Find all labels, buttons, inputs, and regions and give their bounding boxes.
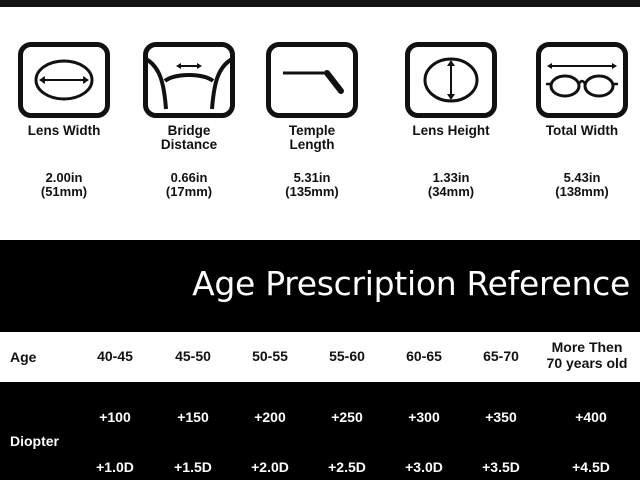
diopter-d-cell: +3.0D bbox=[405, 459, 443, 475]
diopter-cell: +300 bbox=[408, 409, 440, 425]
diopter-d-cell: +3.5D bbox=[482, 459, 520, 475]
measurement-label: Lens Width bbox=[27, 123, 101, 138]
diopter-cell: +400 bbox=[575, 409, 607, 425]
age-cell: 55-60 bbox=[329, 348, 365, 364]
measurement-lens-height: Lens Height 1.33in (34mm) bbox=[387, 7, 515, 240]
measurement-value: 5.31in (135mm) bbox=[285, 170, 339, 199]
age-cell: 65-70 bbox=[483, 348, 519, 364]
age-cell: 40-45 bbox=[97, 348, 133, 364]
section-title: Age Prescription Reference bbox=[192, 264, 630, 303]
diopter-d-cell: +2.5D bbox=[328, 459, 366, 475]
measurement-total-width: Total Width 5.43in (138mm) bbox=[518, 7, 640, 240]
age-row-header: Age bbox=[10, 349, 37, 365]
diopter-cell: +200 bbox=[254, 409, 286, 425]
measurement-label: Bridge Distance bbox=[160, 123, 218, 152]
measurement-bridge-distance: Bridge Distance 0.66in (17mm) bbox=[125, 7, 253, 240]
diopter-row-header: Diopter bbox=[10, 433, 59, 449]
diopter-cell: +150 bbox=[177, 409, 209, 425]
age-cell: 50-55 bbox=[252, 348, 288, 364]
diopter-d-cell: +2.0D bbox=[251, 459, 289, 475]
age-cell: 60-65 bbox=[406, 348, 442, 364]
total-width-icon bbox=[536, 42, 628, 118]
age-cell: More Then 70 years old bbox=[546, 339, 628, 371]
top-bar bbox=[0, 0, 640, 7]
measurement-row: Lens Width 2.00in (51mm) Bridge Distance 0… bbox=[0, 7, 640, 240]
diopter-cell: +350 bbox=[485, 409, 517, 425]
measurement-value: 5.43in (138mm) bbox=[555, 170, 609, 199]
age-cell: 45-50 bbox=[175, 348, 211, 364]
diopter-d-cell: +4.5D bbox=[572, 459, 610, 475]
measurement-temple-length: Temple Length 5.31in (135mm) bbox=[248, 7, 376, 240]
measurement-value: 0.66in (17mm) bbox=[165, 170, 213, 199]
measurement-label: Lens Height bbox=[412, 123, 490, 138]
lens-width-icon bbox=[18, 42, 110, 118]
diopter-d-cell: +1.0D bbox=[96, 459, 134, 475]
diopter-d-cell: +1.5D bbox=[174, 459, 212, 475]
diopter-cell: +100 bbox=[99, 409, 131, 425]
diopter-row: Diopter +100 +150 +200 +250 +300 +350 +4… bbox=[0, 382, 640, 480]
lens-height-icon bbox=[405, 42, 497, 118]
measurement-label: Temple Length bbox=[288, 123, 336, 152]
bridge-distance-icon bbox=[143, 42, 235, 118]
measurement-lens-width: Lens Width 2.00in (51mm) bbox=[0, 7, 128, 240]
temple-length-icon bbox=[266, 42, 358, 118]
section-header: Age Prescription Reference bbox=[0, 240, 640, 332]
age-row: Age 40-45 45-50 50-55 55-60 60-65 65-70 … bbox=[0, 332, 640, 382]
measurement-value: 2.00in (51mm) bbox=[40, 170, 88, 199]
measurement-value: 1.33in (34mm) bbox=[427, 170, 475, 199]
diopter-cell: +250 bbox=[331, 409, 363, 425]
measurement-label: Total Width bbox=[545, 123, 619, 138]
